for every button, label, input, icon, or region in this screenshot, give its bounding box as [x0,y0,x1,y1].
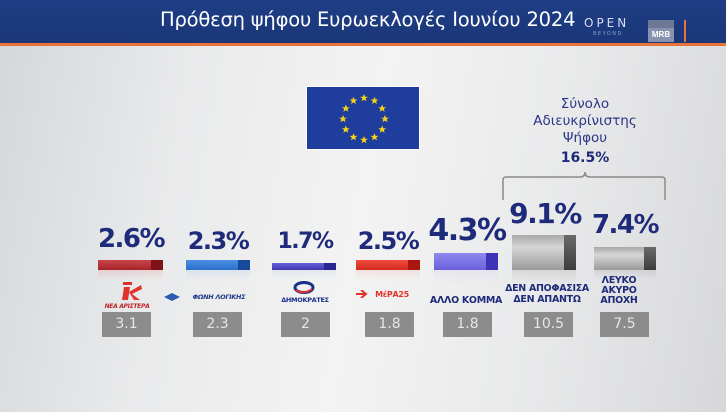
mrb-logo: MRB [648,20,674,42]
bar-dimokrates [272,263,336,270]
prev-value-allo-komma: 1.8 [443,312,492,337]
pct-blank-void-abstain: 7.4% [591,210,660,240]
pct-nea-aristera: 2.6% [97,224,166,254]
party-name-line: ΔΕΝ ΑΠΟΦΑΣΙΣΑ [505,283,589,294]
party-name-dimokrates: ΔΗΜΟΚΡΑΤΕΣ [281,296,329,304]
open-logo: OPEN [584,16,630,30]
bar-reflection [186,270,250,280]
party-name-mera25: ΜέΡΑ25 [375,290,409,299]
party-name-allo-komma: ΑΛΛΟ ΚΟΜΜΑ [429,295,503,306]
foni-logikis-logo-icon [164,293,180,301]
undecided-total: 16.5% [560,150,610,166]
dimokrates-logo-icon [293,281,315,294]
party-name-undecided: ΔΕΝ ΑΠΟΦΑΣΙΣΑ ΔΕΝ ΑΠΑΝΤΩ [502,283,592,305]
prev-value-blank-void-abstain: 7.5 [600,312,649,337]
bar-reflection [272,270,336,280]
prev-value-foni-logikis: 2.3 [193,312,242,337]
bar-blank-void-abstain [594,247,656,270]
mera25-arrow-icon [356,290,368,298]
pct-dimokrates: 1.7% [277,229,334,254]
party-name-line: ΛΕΥΚΟ [601,275,637,286]
bar-mera25 [356,260,420,270]
open-logo-subtitle: BEYOND [593,31,623,37]
bar-nea-aristera [98,260,163,270]
prev-value-undecided: 10.5 [524,312,573,337]
bar-foni-logikis [186,260,250,270]
bar-allo-komma [434,253,498,270]
header-divider [684,20,686,42]
pct-undecided: 9.1% [509,197,582,230]
bar-reflection [594,270,656,280]
bar-reflection [98,270,163,280]
bar-reflection [434,270,498,284]
party-name-line: ΑΠΟΧΗ [600,295,638,306]
pct-foni-logikis: 2.3% [187,227,250,255]
party-name-foni-logikis: ΦΩΝΗ ΛΟΓΙΚΗΣ [192,293,246,301]
prev-value-dimokrates: 2 [281,312,330,337]
undecided-label-line2: Αδιευκρίνιστης [533,113,637,129]
bar-reflection [512,270,576,284]
bar-undecided [512,235,576,270]
undecided-label-line3: Ψήφου [562,130,608,146]
nea-aristera-logo-icon [122,282,142,300]
eu-flag-icon [306,86,420,150]
prev-value-mera25: 1.8 [365,312,414,337]
prev-value-nea-aristera: 3.1 [102,312,151,337]
party-name-blank-void-abstain: ΛΕΥΚΟ ΑΚΥΡΟ ΑΠΟΧΗ [594,276,644,306]
party-name-line: ΑΚΥΡΟ [601,285,637,296]
undecided-group-label: Σύνολο Αδιευκρίνιστης Ψήφου [520,96,650,147]
undecided-label-line1: Σύνολο [560,96,610,112]
bar-reflection [356,270,420,280]
header-bar: Πρόθεση ψήφου Ευρωεκλογές Ιουνίου 2024 O… [0,0,726,46]
chart-title: Πρόθεση ψήφου Ευρωεκλογές Ιουνίου 2024 [160,8,576,31]
bracket-icon [502,172,666,200]
pct-allo-komma: 4.3% [428,213,507,248]
party-name-line: ΔΕΝ ΑΠΑΝΤΩ [513,294,581,305]
party-name-nea-aristera: ΝΕΑ ΑΡΙΣΤΕΡΑ [104,303,150,310]
pct-mera25: 2.5% [357,227,420,255]
